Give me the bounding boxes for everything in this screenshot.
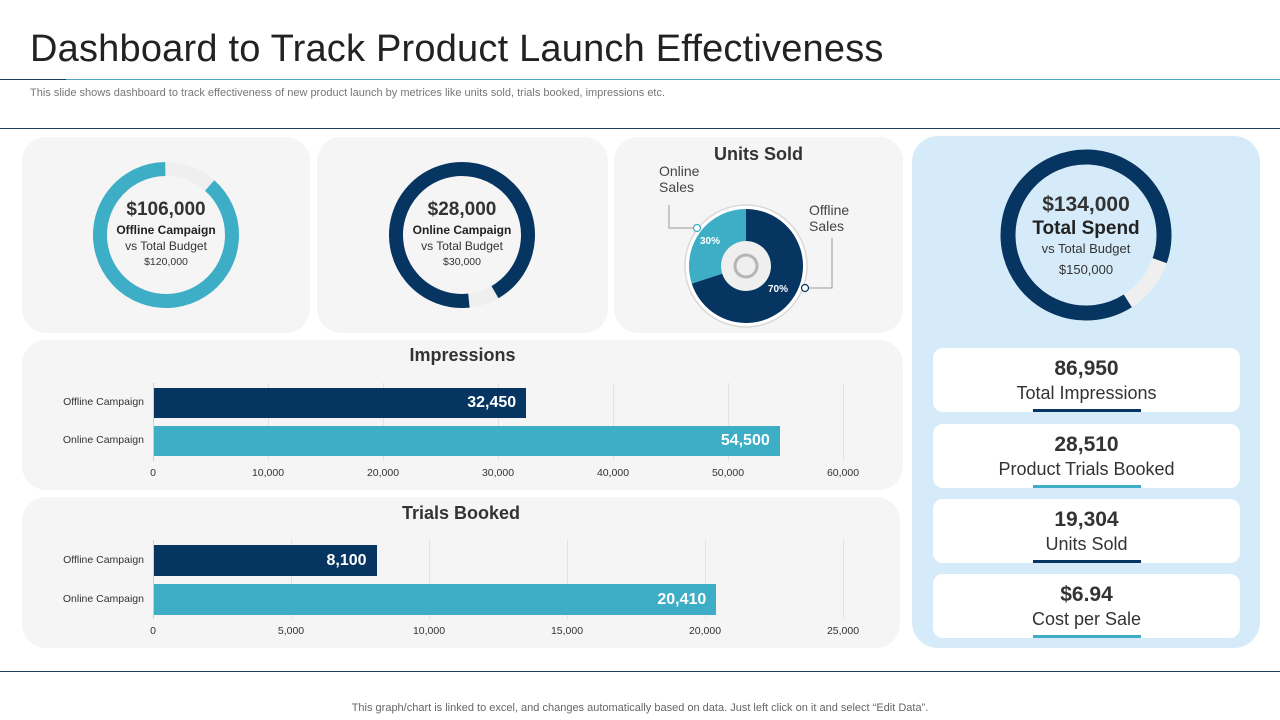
- y-category-label: Online Campaign: [62, 592, 144, 605]
- x-tick-label: 15,000: [550, 625, 584, 637]
- kpi-value: 86,950: [1054, 357, 1119, 380]
- total-spend-vs-label: vs Total Budget: [1041, 241, 1131, 256]
- bar-value-label: 8,100: [326, 551, 367, 569]
- grid-line: [429, 540, 430, 619]
- total-budget-amount: $150,000: [1058, 262, 1114, 277]
- footer-note: This graph/chart is linked to excel, and…: [351, 702, 929, 714]
- grid-line: [843, 540, 844, 619]
- x-tick-label: 5,000: [277, 625, 305, 637]
- total-spend-label: Total Spend: [1032, 218, 1140, 239]
- total-spend-amount: $134,000: [1042, 193, 1130, 216]
- kpi-label: Units Sold: [1045, 534, 1128, 554]
- bar-value-label: 32,450: [467, 394, 517, 411]
- y-category-label: Online Campaign: [62, 434, 144, 446]
- kpi-value: $6.94: [1060, 583, 1113, 606]
- grid-line: [383, 383, 384, 461]
- kpi-card-trials: 28,510 Product Trials Booked: [933, 424, 1240, 488]
- grid-line: [728, 383, 729, 461]
- online-pct-label: 30%: [700, 236, 721, 247]
- x-tick-label: 25,000: [826, 625, 860, 637]
- impressions-title: Impressions: [409, 345, 516, 365]
- offline-pct-label: 70%: [768, 284, 789, 295]
- online-campaign-label: Online Campaign: [412, 223, 512, 237]
- offline-spend-amount: $106,000: [126, 199, 206, 220]
- offline-budget-labels: $106,000 Offline Campaign vs Total Budge…: [90, 199, 242, 268]
- x-tick-label: 10,000: [251, 467, 285, 479]
- grid-line: [291, 540, 292, 619]
- x-tick-label: 50,000: [711, 467, 745, 479]
- bar-value-label: 54,500: [720, 432, 770, 449]
- x-tick-label: 60,000: [826, 467, 860, 479]
- online-budget-labels: $28,000 Online Campaign vs Total Budget …: [386, 199, 538, 268]
- kpi-label: Total Impressions: [1016, 383, 1157, 403]
- online-sales-label: Online Sales: [659, 163, 700, 195]
- kpi-card-impressions: 86,950 Total Impressions: [933, 348, 1240, 412]
- x-tick-label: 0: [150, 625, 156, 637]
- y-axis-line: [153, 540, 154, 619]
- bar-online-campaign: 20,410: [153, 584, 717, 615]
- online-vs-label: vs Total Budget: [421, 239, 503, 253]
- units-sold-panel: [614, 137, 903, 333]
- kpi-label: Product Trials Booked: [998, 459, 1175, 479]
- grid-line: [613, 383, 614, 461]
- x-tick-label: 40,000: [596, 467, 630, 479]
- offline-campaign-label: Offline Campaign: [116, 223, 216, 237]
- x-tick-label: 0: [150, 467, 156, 479]
- offline-vs-label: vs Total Budget: [125, 239, 207, 253]
- grid-line: [567, 540, 568, 619]
- y-category-label: Offline Campaign: [63, 396, 144, 408]
- kpi-underline: [1032, 560, 1141, 563]
- online-spend-amount: $28,000: [427, 199, 497, 220]
- grid-line: [843, 383, 844, 461]
- kpi-card-units-sold: 19,304 Units Sold: [933, 499, 1240, 563]
- offline-sales-label: Offline Sales: [809, 202, 850, 234]
- title-rule: [66, 79, 1280, 80]
- kpi-underline: [1032, 635, 1141, 638]
- kpi-underline: [1032, 485, 1141, 488]
- offline-total-budget: $120,000: [144, 256, 188, 268]
- bar-offline-campaign: 8,100: [153, 545, 377, 576]
- online-total-budget: $30,000: [443, 256, 481, 268]
- x-tick-label: 20,000: [366, 467, 400, 479]
- trials-title: Trials Booked: [401, 503, 521, 523]
- y-category-label: Offline Campaign: [63, 553, 144, 566]
- x-tick-label: 10,000: [412, 625, 446, 637]
- page-title: Dashboard to Track Product Launch Effect…: [30, 28, 884, 70]
- kpi-value: 28,510: [1054, 433, 1119, 456]
- grid-line: [498, 383, 499, 461]
- bar-online-campaign: 54,500: [153, 426, 780, 456]
- units-sold-title: Units Sold: [714, 144, 803, 164]
- header-divider: [0, 128, 1280, 129]
- total-spend-labels: $134,000 Total Spend vs Total Budget $15…: [1006, 193, 1166, 277]
- kpi-underline: [1032, 409, 1141, 412]
- grid-line: [705, 540, 706, 619]
- kpi-card-cost-per-sale: $6.94 Cost per Sale: [933, 574, 1240, 638]
- title-rule-accent: [0, 79, 66, 80]
- bar-value-label: 20,410: [657, 590, 707, 608]
- footer-divider: [0, 671, 1280, 672]
- kpi-label: Cost per Sale: [1031, 609, 1142, 629]
- x-tick-label: 30,000: [481, 467, 515, 479]
- x-tick-label: 20,000: [688, 625, 722, 637]
- bar-offline-campaign: 32,450: [153, 388, 527, 418]
- y-axis-line: [153, 383, 154, 461]
- page-subtitle: This slide shows dashboard to track effe…: [30, 87, 666, 99]
- grid-line: [268, 383, 269, 461]
- kpi-value: 19,304: [1054, 508, 1119, 531]
